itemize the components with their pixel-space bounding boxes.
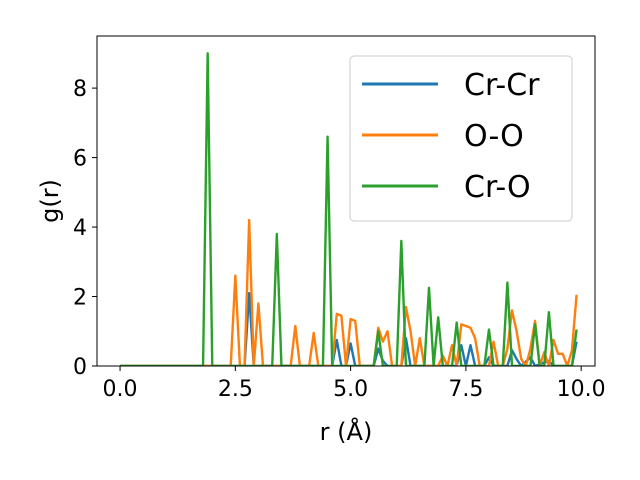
y-axis: 0 2 4 6 8 <box>73 77 97 380</box>
x-tick-label: 7.5 <box>448 377 483 402</box>
legend: Cr-Cr O-O Cr-O <box>349 55 573 222</box>
series-line-cr-o <box>120 52 578 366</box>
x-tick-label: 0.0 <box>103 377 138 402</box>
x-axis-label: r (Å) <box>320 417 373 446</box>
y-tick-label: 0 <box>73 355 87 380</box>
legend-label-cr-o: Cr-O <box>464 170 531 205</box>
x-axis: 0.0 2.5 5.0 7.5 10.0 <box>103 366 606 402</box>
legend-label-cr-cr: Cr-Cr <box>464 68 540 103</box>
y-tick-label: 2 <box>73 286 87 311</box>
series-layer <box>120 52 578 366</box>
y-axis-label: g(r) <box>36 179 64 223</box>
x-tick-label: 5.0 <box>333 377 368 402</box>
x-tick-label: 2.5 <box>218 377 253 402</box>
series-line-o-o <box>120 218 578 366</box>
legend-box <box>349 55 573 222</box>
legend-label-o-o: O-O <box>464 119 524 154</box>
y-tick-label: 6 <box>73 147 87 172</box>
x-tick-label: 10.0 <box>557 377 606 402</box>
series-line-cr-cr <box>120 291 578 366</box>
y-tick-label: 4 <box>73 216 87 241</box>
y-tick-label: 8 <box>73 77 87 102</box>
plot-frame <box>96 35 596 367</box>
